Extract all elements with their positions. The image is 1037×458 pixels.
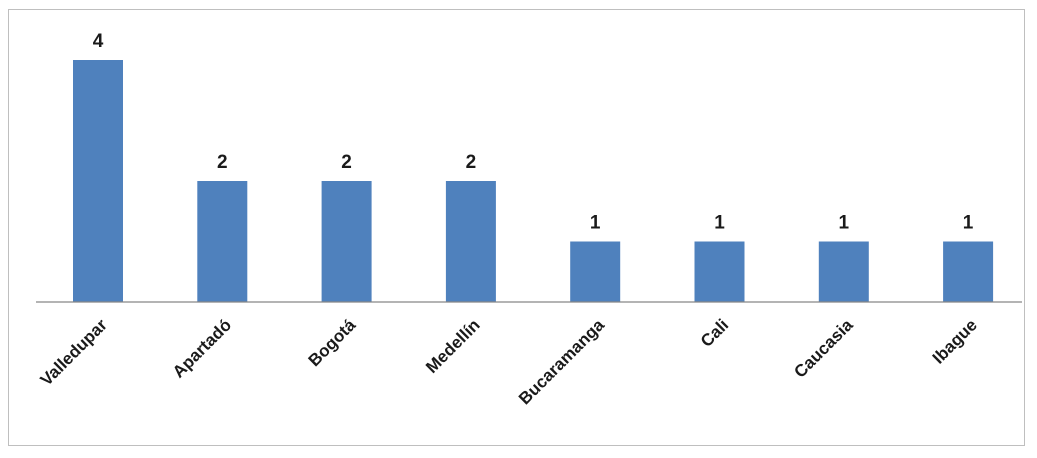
category-label-8: Ibague (929, 315, 981, 367)
value-label-1: 4 (93, 31, 104, 52)
bar-8 (943, 241, 994, 302)
category-label-1: Valledupar (37, 315, 112, 390)
value-label-5: 1 (590, 213, 601, 234)
category-label-2: Apartadó (169, 315, 235, 381)
chart-frame (8, 9, 1025, 446)
value-label-4: 2 (466, 152, 477, 173)
value-label-8: 1 (963, 213, 974, 234)
category-label-3: Bogotá (305, 315, 360, 370)
bar-5 (570, 241, 621, 302)
bar-6 (694, 241, 745, 302)
bar-3 (321, 181, 372, 302)
category-label-6: Cali (697, 315, 732, 350)
bars-layer (73, 60, 994, 302)
category-labels-layer: Valledupar Apartadó Bogotá Medellín Bucarama… (37, 315, 981, 408)
value-labels-layer: 4 2 2 2 1 1 1 1 (93, 31, 974, 234)
bar-2 (197, 181, 248, 302)
bar-1 (73, 60, 123, 302)
value-label-6: 1 (714, 213, 725, 234)
category-label-5: Bucaramanga (515, 315, 608, 408)
category-label-7: Caucasia (790, 315, 857, 382)
value-label-3: 2 (341, 152, 352, 173)
bar-4 (445, 181, 496, 302)
bar-7 (818, 241, 869, 302)
category-label-4: Medellín (422, 315, 484, 377)
value-label-7: 1 (839, 213, 850, 234)
value-label-2: 2 (217, 152, 228, 173)
